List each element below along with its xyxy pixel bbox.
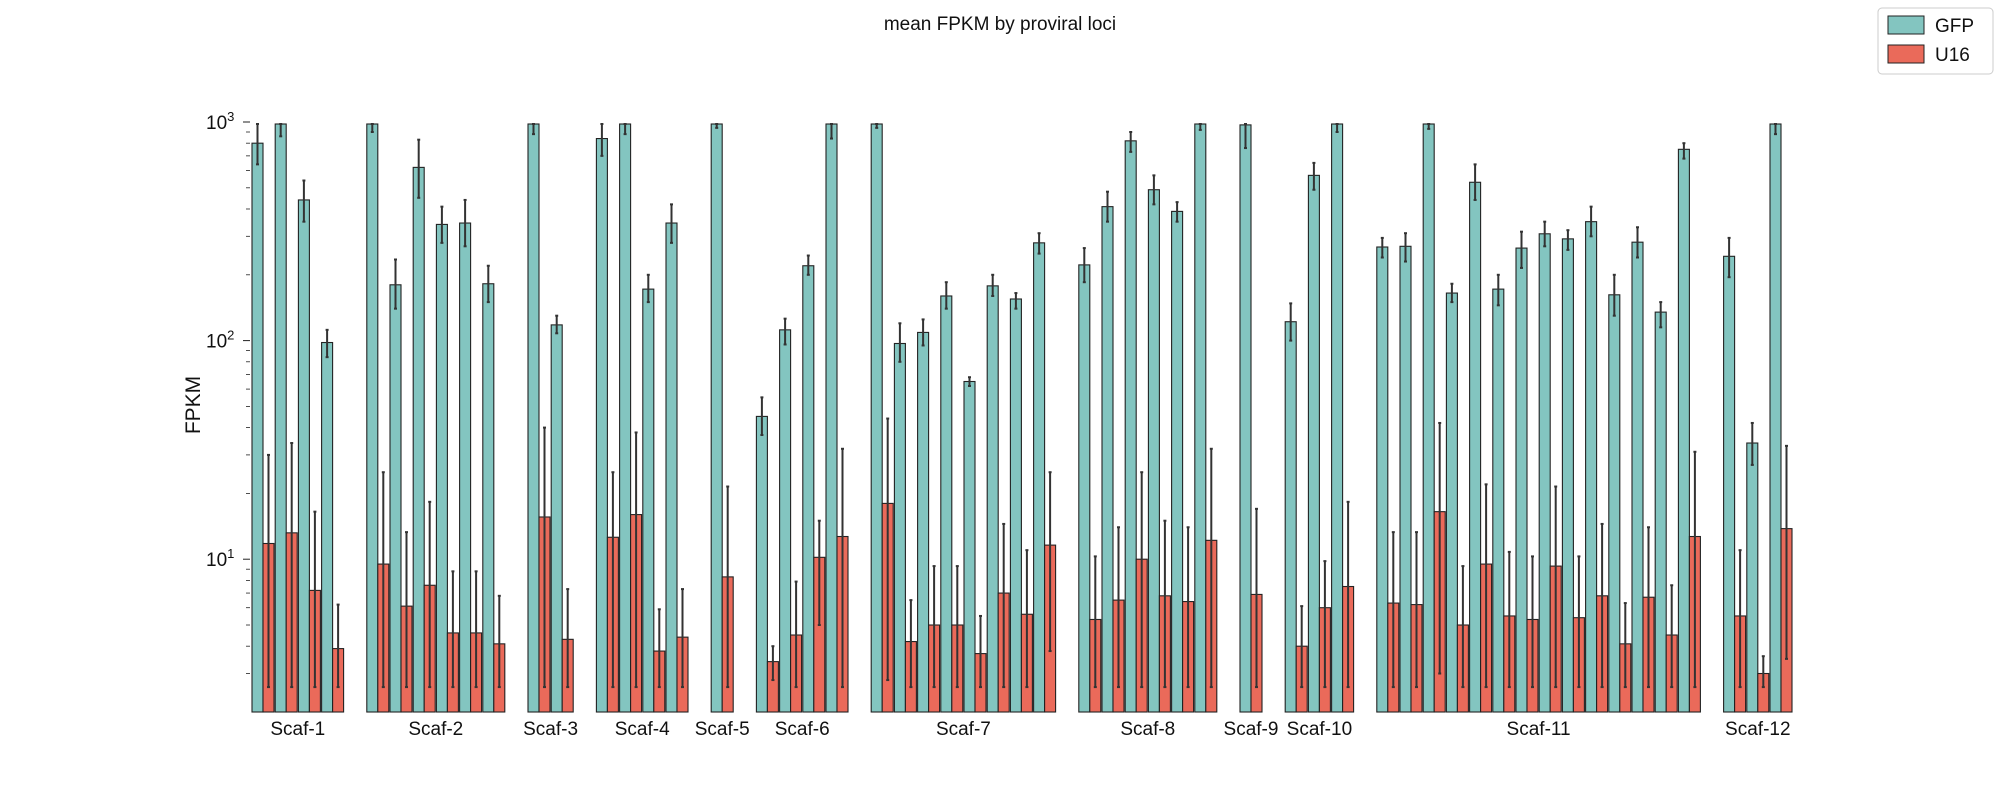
group-label: Scaf-6: [775, 719, 830, 740]
bar-gfp-scaf-9: [1239, 124, 1252, 713]
bar-gfp-scaf-8: [1124, 140, 1137, 713]
y-tick-exponent: 3: [227, 109, 234, 124]
group-label: Scaf-3: [523, 719, 578, 740]
bar-gfp-scaf-7: [917, 331, 930, 713]
group-label: Scaf-8: [1120, 719, 1175, 740]
group-labels: Scaf-1 Scaf-2 Scaf-3 Scaf-4 Scaf-5 Scaf-6 Scaf…: [270, 719, 1790, 740]
bar-gfp-scaf-5: [710, 123, 723, 713]
group-label: Scaf-1: [270, 719, 325, 740]
group-label: Scaf-4: [615, 719, 670, 740]
bar-gfp-scaf-11: [1422, 123, 1435, 713]
bar-gfp-scaf-11: [1376, 246, 1389, 713]
bar-gfp-scaf-7: [963, 380, 976, 713]
bar-gfp-scaf-7: [893, 342, 906, 713]
bar-gfp-scaf-6: [825, 123, 838, 713]
bar-gfp-scaf-6: [802, 265, 815, 713]
y-tick-exponent: 2: [227, 328, 234, 343]
bar-gfp-scaf-11: [1399, 245, 1412, 713]
legend-swatch-gfp: [1887, 15, 1925, 35]
group-label: Scaf-2: [408, 719, 463, 740]
bar-gfp-scaf-8: [1101, 206, 1114, 713]
bar-gfp-scaf-11: [1538, 233, 1551, 713]
bar-gfp-scaf-1: [297, 199, 310, 713]
y-tick-label: 102: [206, 328, 234, 353]
bar-gfp-scaf-12: [1723, 255, 1736, 713]
bar-gfp-scaf-7: [870, 123, 883, 713]
bar-gfp-scaf-2: [389, 284, 402, 713]
legend: GFP U16: [1877, 7, 1994, 75]
bar-gfp-scaf-4: [642, 288, 655, 713]
bar-gfp-scaf-8: [1078, 264, 1091, 713]
bar-gfp-scaf-12: [1746, 442, 1759, 713]
bar-gfp-scaf-6: [755, 415, 768, 713]
group-label: Scaf-9: [1224, 719, 1279, 740]
bar-gfp-scaf-1: [321, 341, 334, 713]
bar-gfp-scaf-7: [1009, 298, 1022, 713]
bar-gfp-scaf-7: [986, 285, 999, 713]
y-axis-label: FPKM: [182, 376, 205, 434]
bar-gfp-scaf-6: [779, 329, 792, 713]
bar-gfp-scaf-2: [435, 223, 448, 713]
legend-label-u16: U16: [1935, 45, 1970, 66]
bar-marks: [251, 123, 1793, 713]
bar-gfp-scaf-2: [459, 222, 472, 713]
bar-gfp-scaf-3: [550, 324, 563, 713]
bar-gfp-scaf-4: [619, 123, 632, 713]
group-label: Scaf-10: [1287, 719, 1352, 740]
y-tick-label: 101: [206, 546, 234, 571]
y-axis: 101 102 103: [206, 109, 250, 674]
bar-gfp-scaf-11: [1515, 247, 1528, 713]
bar-gfp-scaf-11: [1677, 148, 1690, 713]
bar-gfp-scaf-11: [1654, 311, 1667, 713]
group-label: Scaf-11: [1507, 719, 1571, 740]
bar-gfp-scaf-10: [1307, 174, 1320, 713]
group-label: Scaf-5: [695, 719, 750, 740]
group-label: Scaf-7: [936, 719, 991, 740]
bar-gfp-scaf-8: [1147, 189, 1160, 713]
bar-gfp-scaf-7: [940, 295, 953, 713]
bar-gfp-scaf-7: [1033, 242, 1046, 713]
y-tick-exponent: 1: [227, 546, 234, 561]
legend-label-gfp: GFP: [1935, 16, 1974, 37]
bar-gfp-scaf-3: [527, 123, 540, 713]
bar-gfp-scaf-2: [482, 283, 495, 713]
bar-gfp-scaf-2: [412, 166, 425, 713]
bar-gfp-scaf-10: [1284, 321, 1297, 713]
bar-gfp-scaf-1: [251, 142, 264, 713]
bar-gfp-scaf-10: [1331, 123, 1344, 713]
bar-gfp-scaf-2: [366, 123, 379, 713]
group-label: Scaf-12: [1725, 719, 1790, 740]
bar-gfp-scaf-11: [1585, 221, 1598, 713]
legend-swatch-u16: [1887, 44, 1925, 64]
chart-title: mean FPKM by proviral loci: [884, 14, 1116, 35]
bar-gfp-scaf-8: [1171, 210, 1184, 713]
bar-gfp-scaf-1: [274, 123, 287, 713]
bar-gfp-scaf-11: [1445, 292, 1458, 713]
bar-gfp-scaf-11: [1469, 181, 1482, 713]
y-tick-label: 103: [206, 109, 234, 134]
bar-gfp-scaf-11: [1561, 238, 1574, 713]
bar-gfp-scaf-12: [1769, 123, 1782, 713]
bar-gfp-scaf-11: [1608, 294, 1621, 713]
bar-gfp-scaf-4: [595, 138, 608, 713]
bar-gfp-scaf-8: [1194, 123, 1207, 713]
bar-gfp-scaf-11: [1631, 241, 1644, 713]
bar-gfp-scaf-4: [665, 222, 678, 713]
bar-gfp-scaf-11: [1492, 288, 1505, 713]
